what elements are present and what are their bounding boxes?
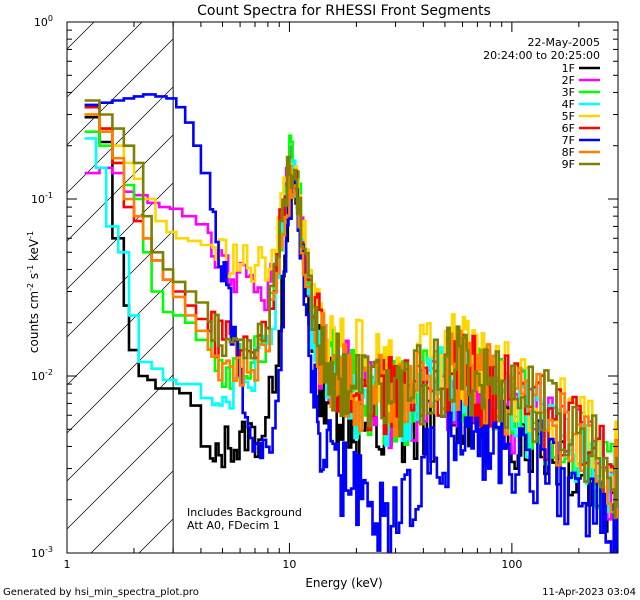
hatch-line <box>523 22 640 553</box>
hatch-line <box>67 230 174 338</box>
series-line-9f <box>84 99 618 520</box>
hatch-line <box>619 22 640 553</box>
y-axis-label: counts cm-2 s-1 keV-1 <box>26 231 41 353</box>
y-tick-label: 10-2 <box>31 368 53 383</box>
x-axis-label: Energy (keV) <box>305 576 382 590</box>
hatch-line <box>67 134 174 242</box>
hatch-line <box>67 374 174 482</box>
legend-label-1f: 1F <box>562 62 575 75</box>
hatch-line <box>571 22 640 553</box>
hatch-line <box>67 182 174 290</box>
legend-label-9f: 9F <box>562 158 575 171</box>
legend-label-6f: 6F <box>562 122 575 135</box>
footer-generated-by: Generated by hsi_min_spectra_plot.pro <box>3 587 199 598</box>
series-line-7f <box>84 93 618 553</box>
y-tick-label: 100 <box>34 14 53 29</box>
chart-title: Count Spectra for RHESSI Front Segments <box>197 3 491 19</box>
x-tick-label: 1 <box>64 558 71 571</box>
note-attenuator: Att A0, FDecim 1 <box>187 519 280 532</box>
x-tick-label: 100 <box>501 558 522 571</box>
series-line-4f <box>84 137 618 518</box>
hatch-line <box>0 22 46 553</box>
hatch-line <box>67 22 95 50</box>
note-background: Includes Background <box>187 506 302 519</box>
legend-label-7f: 7F <box>562 134 575 147</box>
legend-label-3f: 3F <box>562 86 575 99</box>
hatch-line <box>67 38 174 146</box>
time-range-label: 20:24:00 to 20:25:00 <box>483 49 600 62</box>
x-tick-label: 10 <box>282 558 296 571</box>
footer-timestamp: 11-Apr-2023 03:04 <box>542 587 636 598</box>
series-line-5f <box>84 113 618 505</box>
hatch-line <box>67 278 174 386</box>
plot-frame <box>66 21 619 554</box>
legend-label-4f: 4F <box>562 98 575 111</box>
legend-label-2f: 2F <box>562 74 575 87</box>
hatch-line <box>67 86 174 194</box>
hatch-line <box>67 422 174 530</box>
legend-label-5f: 5F <box>562 110 575 123</box>
y-tick-label: 10-3 <box>31 545 53 560</box>
legend-label-8f: 8F <box>562 146 575 159</box>
y-tick-label: 10-1 <box>31 191 53 206</box>
date-label: 22-May-2005 <box>528 36 600 49</box>
